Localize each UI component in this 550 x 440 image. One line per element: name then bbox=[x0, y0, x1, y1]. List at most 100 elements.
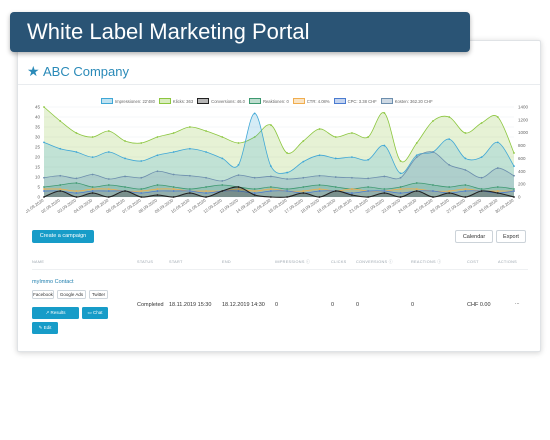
data-point bbox=[383, 190, 386, 192]
data-point bbox=[302, 186, 305, 188]
calendar-button[interactable]: Calendar bbox=[455, 230, 493, 243]
chat-button[interactable]: ▭ Chat bbox=[82, 307, 108, 319]
legend-swatch bbox=[333, 98, 346, 104]
banner-title: White Label Marketing Portal bbox=[27, 19, 310, 44]
export-button[interactable]: Export bbox=[496, 230, 526, 243]
data-point bbox=[513, 152, 515, 154]
data-point bbox=[124, 186, 126, 188]
legend-item[interactable]: Conversions: 46.0 bbox=[197, 98, 245, 104]
data-point bbox=[253, 188, 256, 190]
data-point bbox=[205, 186, 207, 188]
series-line bbox=[43, 151, 515, 182]
data-point bbox=[432, 151, 434, 153]
data-point bbox=[432, 190, 434, 192]
data-point bbox=[513, 188, 515, 190]
data-point bbox=[43, 188, 45, 190]
data-point bbox=[237, 188, 240, 190]
row-actions-menu[interactable]: ... bbox=[515, 300, 520, 306]
data-point bbox=[269, 188, 272, 190]
y-right-tick-label: 1400 bbox=[518, 105, 529, 110]
edit-button[interactable]: ✎ Edit bbox=[32, 322, 58, 334]
data-point bbox=[496, 116, 499, 118]
data-point bbox=[188, 147, 191, 150]
data-point bbox=[107, 190, 110, 192]
data-point bbox=[415, 182, 418, 184]
data-point bbox=[367, 186, 370, 188]
data-point bbox=[480, 156, 483, 159]
reactions-cell: 0 bbox=[411, 302, 415, 308]
data-point bbox=[237, 174, 240, 177]
tag-twitter: Twitter bbox=[89, 290, 108, 299]
data-point bbox=[91, 186, 94, 188]
clicks-cell: 0 bbox=[331, 302, 335, 308]
data-point bbox=[237, 186, 240, 188]
data-point bbox=[286, 152, 289, 154]
series-line bbox=[43, 106, 515, 163]
data-point bbox=[302, 192, 305, 194]
data-point bbox=[334, 186, 337, 188]
data-point bbox=[496, 141, 499, 144]
data-point bbox=[59, 184, 62, 186]
series-line bbox=[43, 182, 515, 190]
legend-label: Kosten: 362.20 CHF bbox=[394, 98, 433, 104]
legend-item[interactable]: Klicks: 363 bbox=[158, 98, 193, 104]
data-point bbox=[75, 182, 78, 184]
data-point bbox=[75, 151, 78, 153]
data-point bbox=[75, 132, 78, 134]
data-point bbox=[496, 167, 499, 169]
legend-label: CPC: 3.38 CHF bbox=[347, 98, 377, 104]
data-point bbox=[383, 192, 386, 194]
data-point bbox=[124, 157, 126, 160]
data-point bbox=[269, 196, 272, 198]
data-point bbox=[448, 192, 451, 194]
y-right-tick-label: 800 bbox=[518, 143, 526, 148]
data-point bbox=[513, 190, 515, 192]
data-point bbox=[480, 122, 483, 124]
create-campaign-button[interactable]: Create a campaign bbox=[32, 230, 94, 243]
y-left-tick-label: 10 bbox=[35, 175, 41, 180]
data-point bbox=[124, 140, 126, 142]
column-header: END bbox=[222, 260, 231, 264]
results-button[interactable]: ↗ Results bbox=[32, 307, 79, 319]
data-point bbox=[464, 132, 467, 134]
legend-label: Reaktionen: 0 bbox=[262, 98, 289, 104]
data-point bbox=[318, 128, 321, 130]
data-point bbox=[334, 190, 337, 192]
legend-item[interactable]: Impressionen: 22'480 bbox=[101, 98, 155, 104]
data-point bbox=[383, 112, 386, 114]
data-point bbox=[75, 196, 78, 198]
legend-item[interactable]: Reaktionen: 0 bbox=[248, 98, 289, 104]
data-point bbox=[367, 136, 370, 138]
legend-item[interactable]: CTR: 4.08% bbox=[292, 98, 330, 104]
data-point bbox=[43, 186, 45, 188]
data-point bbox=[221, 190, 224, 192]
y-left-tick-label: 35 bbox=[35, 125, 41, 130]
data-point bbox=[43, 190, 45, 192]
chart-line-icon: ↗ bbox=[45, 310, 51, 315]
series-area bbox=[44, 151, 514, 197]
data-point bbox=[107, 178, 110, 180]
y-left-tick-label: 20 bbox=[35, 155, 41, 160]
data-point bbox=[253, 192, 256, 194]
data-point bbox=[367, 196, 370, 198]
conversions-cell: 0 bbox=[356, 302, 360, 308]
data-point bbox=[464, 157, 467, 160]
star-icon: ★ bbox=[27, 63, 40, 79]
legend-item[interactable]: Kosten: 362.20 CHF bbox=[380, 98, 433, 104]
data-point bbox=[286, 190, 289, 192]
data-point bbox=[448, 190, 451, 192]
data-point bbox=[188, 192, 191, 194]
legend-item[interactable]: CPC: 3.38 CHF bbox=[333, 98, 377, 104]
tag-facebook: Facebook bbox=[32, 290, 54, 299]
data-point bbox=[480, 190, 483, 192]
data-point bbox=[140, 196, 143, 198]
performance-chart: 0 5 10 15 20 25 30 35 40 45 0 200 400 600 800 1000 1200 1… bbox=[26, 105, 529, 215]
data-point bbox=[221, 184, 224, 186]
data-point bbox=[91, 188, 94, 190]
data-point bbox=[269, 175, 272, 178]
series-line bbox=[43, 186, 515, 198]
data-point bbox=[399, 176, 402, 179]
campaign-name-link[interactable]: myImmo Contact bbox=[32, 279, 74, 285]
data-point bbox=[318, 154, 321, 157]
legend-label: Impressionen: 22'480 bbox=[115, 98, 155, 104]
